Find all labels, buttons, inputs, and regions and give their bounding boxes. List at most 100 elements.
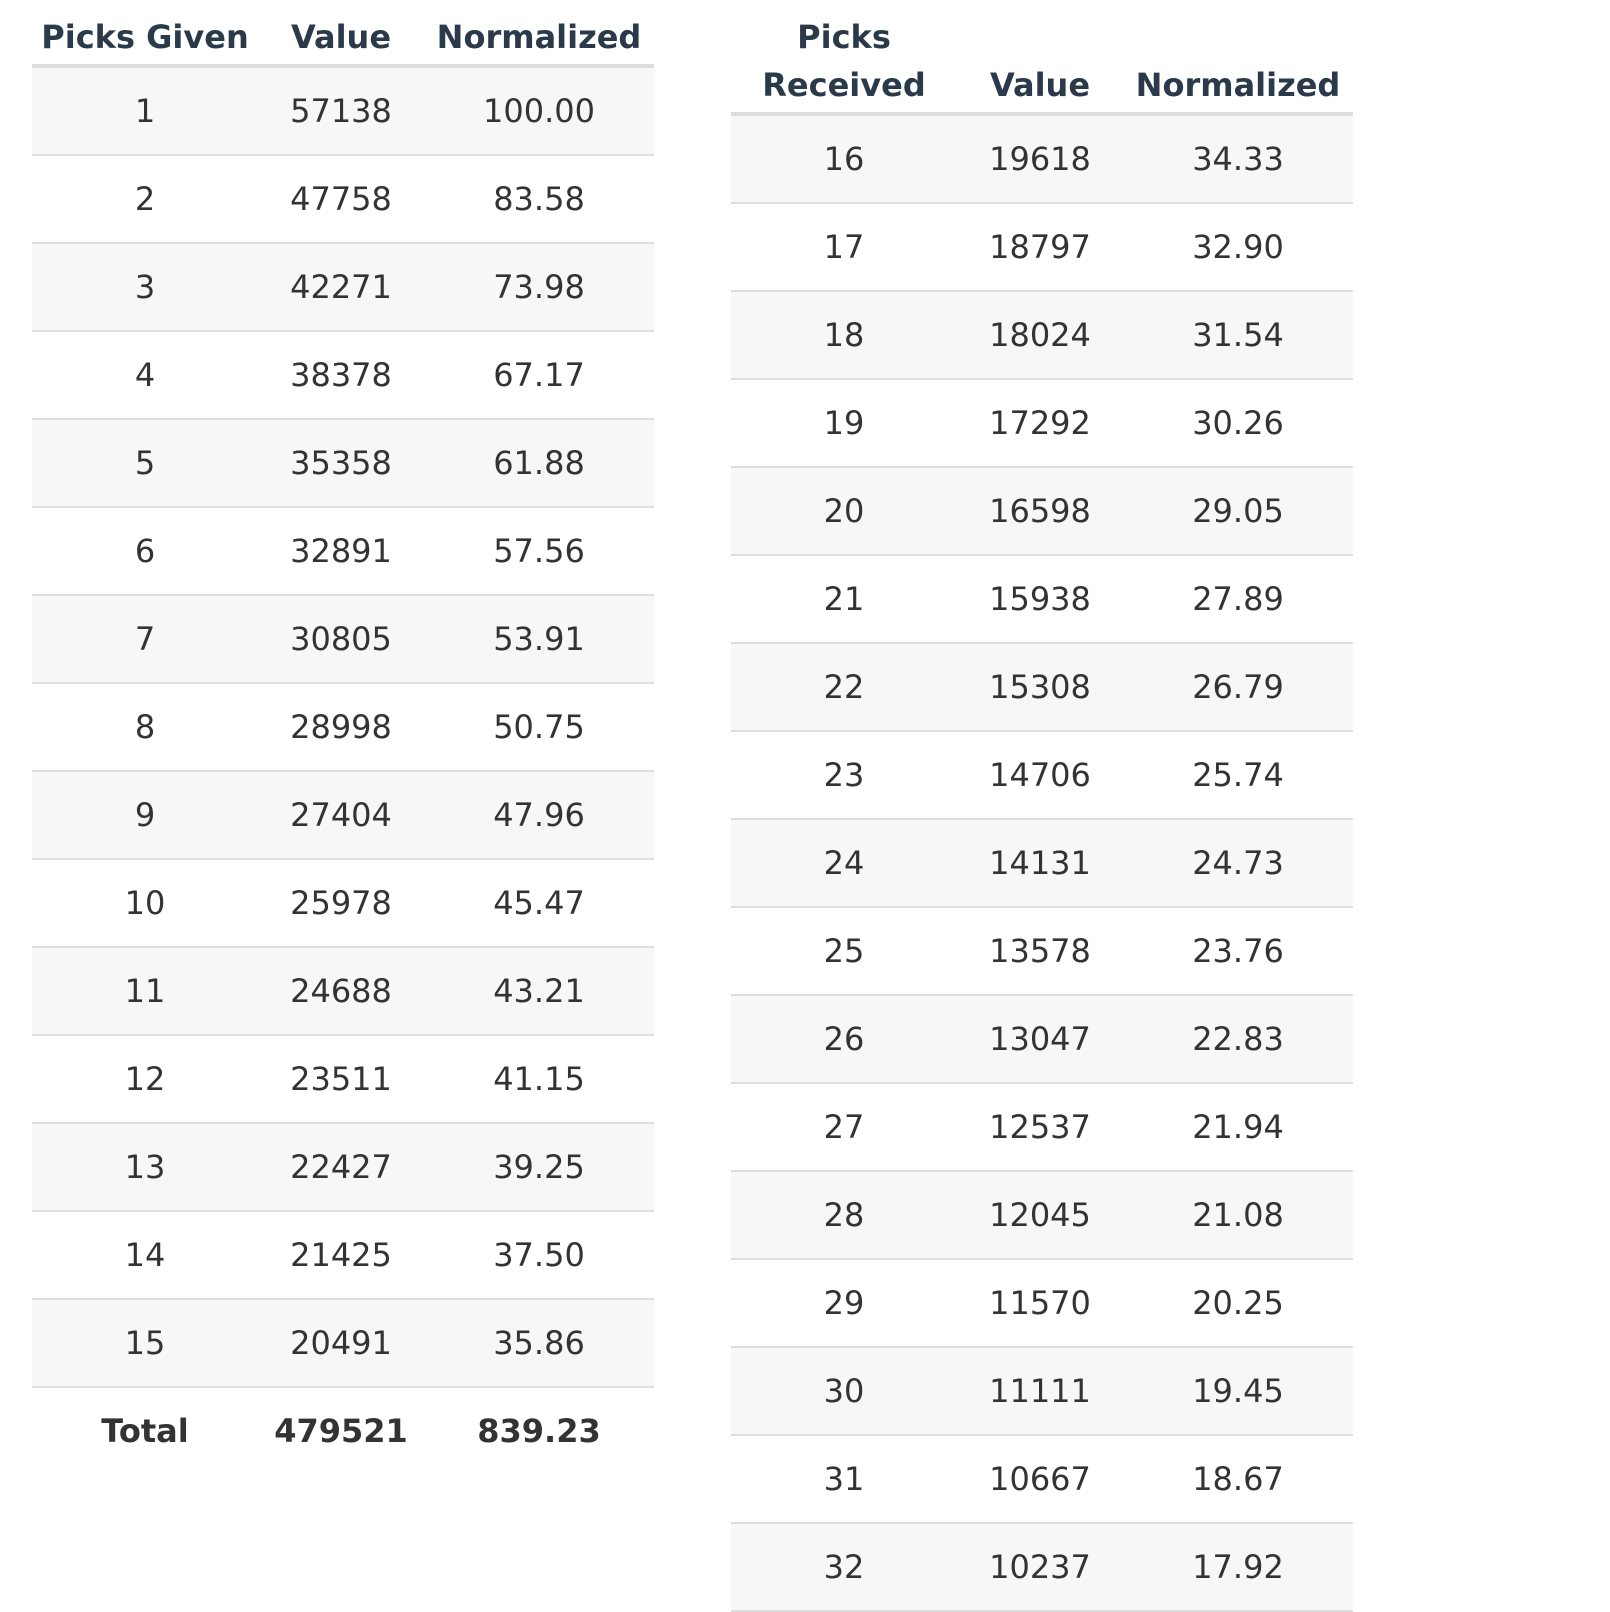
cell-pick: 29	[731, 1259, 957, 1348]
cell-value: 38378	[258, 331, 424, 420]
cell-normalized: 29.05	[1123, 467, 1353, 556]
cell-normalized: 35.86	[424, 1299, 654, 1388]
cell-value: 10237	[957, 1523, 1123, 1612]
cell-pick: 15	[32, 1299, 258, 1388]
picks-received-body: 16 19618 34.33 17 18797 32.90 18 18024 31.54 19 17…	[731, 114, 1353, 1612]
cell-normalized: 67.17	[424, 331, 654, 420]
table-row: 13 22427 39.25	[32, 1123, 654, 1212]
cell-value: 18024	[957, 291, 1123, 380]
total-value: 479521	[258, 1387, 424, 1474]
cell-pick: 21	[731, 555, 957, 644]
cell-pick: 26	[731, 995, 957, 1084]
cell-value: 28998	[258, 683, 424, 772]
cell-value: 18797	[957, 203, 1123, 292]
table-row: 28 12045 21.08	[731, 1171, 1353, 1260]
cell-normalized: 32.90	[1123, 203, 1353, 292]
cell-value: 12537	[957, 1083, 1123, 1172]
cell-value: 14131	[957, 819, 1123, 908]
table-row: 16 19618 34.33	[731, 114, 1353, 204]
cell-pick: 32	[731, 1523, 957, 1612]
cell-value: 21425	[258, 1211, 424, 1300]
cell-pick: 1	[32, 66, 258, 156]
cell-pick: 22	[731, 643, 957, 732]
cell-normalized: 53.91	[424, 595, 654, 684]
cell-normalized: 18.67	[1123, 1435, 1353, 1524]
cell-pick: 6	[32, 507, 258, 596]
table-row: 19 17292 30.26	[731, 379, 1353, 468]
total-row: Total 479521 839.23	[32, 1387, 654, 1474]
cell-value: 20491	[258, 1299, 424, 1388]
cell-value: 42271	[258, 243, 424, 332]
cell-normalized: 39.25	[424, 1123, 654, 1212]
cell-normalized: 57.56	[424, 507, 654, 596]
header-value: Value	[258, 0, 424, 68]
cell-normalized: 20.25	[1123, 1259, 1353, 1348]
total-label: Total	[32, 1387, 258, 1474]
cell-pick: 28	[731, 1171, 957, 1260]
cell-pick: 25	[731, 907, 957, 996]
cell-value: 14706	[957, 731, 1123, 820]
cell-value: 11111	[957, 1347, 1123, 1436]
table-row: 18 18024 31.54	[731, 291, 1353, 380]
header-picks-received: Picks Received	[731, 0, 957, 116]
cell-normalized: 26.79	[1123, 643, 1353, 732]
cell-value: 11570	[957, 1259, 1123, 1348]
cell-pick: 4	[32, 331, 258, 420]
cell-value: 32891	[258, 507, 424, 596]
table-row: 24 14131 24.73	[731, 819, 1353, 908]
cell-normalized: 25.74	[1123, 731, 1353, 820]
cell-normalized: 50.75	[424, 683, 654, 772]
cell-pick: 24	[731, 819, 957, 908]
header-picks-given: Picks Given	[32, 0, 258, 68]
cell-value: 12045	[957, 1171, 1123, 1260]
table-row: 25 13578 23.76	[731, 907, 1353, 996]
picks-given-table: Picks Given Value Normalized 1 57138 100.0…	[32, 0, 654, 1474]
cell-value: 13578	[957, 907, 1123, 996]
table-row: 21 15938 27.89	[731, 555, 1353, 644]
table-row: 15 20491 35.86	[32, 1299, 654, 1388]
cell-normalized: 83.58	[424, 155, 654, 244]
cell-normalized: 24.73	[1123, 819, 1353, 908]
picks-given-body: 1 57138 100.00 2 47758 83.58 3 42271 73.98 4 38378…	[32, 66, 654, 1388]
table-row: 5 35358 61.88	[32, 419, 654, 508]
table-row: 10 25978 45.47	[32, 859, 654, 948]
table-row: 6 32891 57.56	[32, 507, 654, 596]
header-normalized: Normalized	[424, 0, 654, 68]
table-row: 22 15308 26.79	[731, 643, 1353, 732]
table-row: 7 30805 53.91	[32, 595, 654, 684]
header-normalized: Normalized	[1123, 0, 1353, 116]
cell-pick: 19	[731, 379, 957, 468]
cell-normalized: 100.00	[424, 66, 654, 156]
cell-normalized: 41.15	[424, 1035, 654, 1124]
table-row: 31 10667 18.67	[731, 1435, 1353, 1524]
table-row: 1 57138 100.00	[32, 66, 654, 156]
cell-pick: 3	[32, 243, 258, 332]
cell-pick: 23	[731, 731, 957, 820]
table-row: 23 14706 25.74	[731, 731, 1353, 820]
cell-pick: 30	[731, 1347, 957, 1436]
table-row: 32 10237 17.92	[731, 1523, 1353, 1612]
cell-pick: 5	[32, 419, 258, 508]
cell-pick: 12	[32, 1035, 258, 1124]
cell-value: 57138	[258, 66, 424, 156]
cell-normalized: 34.33	[1123, 114, 1353, 204]
table-row: 27 12537 21.94	[731, 1083, 1353, 1172]
table-row: 29 11570 20.25	[731, 1259, 1353, 1348]
cell-pick: 13	[32, 1123, 258, 1212]
table-row: 8 28998 50.75	[32, 683, 654, 772]
cell-normalized: 17.92	[1123, 1523, 1353, 1612]
cell-pick: 14	[32, 1211, 258, 1300]
table-row: 11 24688 43.21	[32, 947, 654, 1036]
cell-normalized: 27.89	[1123, 555, 1353, 644]
cell-normalized: 23.76	[1123, 907, 1353, 996]
table-row: 12 23511 41.15	[32, 1035, 654, 1124]
cell-pick: 27	[731, 1083, 957, 1172]
cell-normalized: 19.45	[1123, 1347, 1353, 1436]
cell-pick: 20	[731, 467, 957, 556]
table-row: 2 47758 83.58	[32, 155, 654, 244]
cell-normalized: 61.88	[424, 419, 654, 508]
table-row: 17 18797 32.90	[731, 203, 1353, 292]
cell-pick: 31	[731, 1435, 957, 1524]
cell-value: 15938	[957, 555, 1123, 644]
cell-normalized: 37.50	[424, 1211, 654, 1300]
